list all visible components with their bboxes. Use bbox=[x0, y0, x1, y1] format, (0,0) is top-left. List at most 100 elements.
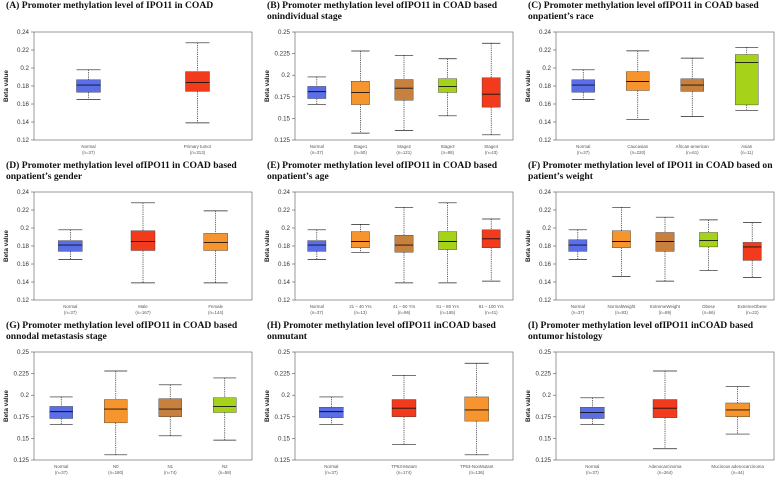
y-tick-label: 0.25 bbox=[278, 29, 291, 36]
boxplot-h: 0.125 0.15 0.175 0.2 0.225 0.25 Beta value Norm… bbox=[264, 349, 514, 475]
y-tick-label: 0.12 bbox=[17, 297, 30, 304]
category-count: (n=96) bbox=[398, 310, 411, 315]
y-tick-label: 0.225 bbox=[275, 371, 291, 378]
y-tick-label: 0.14 bbox=[539, 279, 552, 286]
y-tick-label: 0.2 bbox=[281, 225, 290, 232]
category-label: Normal bbox=[54, 464, 68, 469]
category-label: Normal bbox=[585, 464, 599, 469]
category-count: (n=167) bbox=[135, 310, 151, 315]
y-tick-label: 0.225 bbox=[14, 371, 30, 378]
category-count: (n=88) bbox=[441, 150, 454, 155]
category-count: (n=37) bbox=[577, 150, 590, 155]
category-label: 81 – 100 Yrs bbox=[479, 304, 505, 309]
category-label: Female bbox=[208, 304, 223, 309]
category-label: Normal bbox=[81, 144, 95, 149]
y-tick-label: 0.175 bbox=[14, 414, 30, 421]
iqr-box bbox=[438, 231, 457, 250]
y-tick-label: 0.24 bbox=[17, 29, 30, 36]
y-tick-label: 0.2 bbox=[20, 65, 29, 72]
y-axis-label: Beta value bbox=[525, 70, 532, 102]
y-axis-label: Beta value bbox=[3, 70, 10, 102]
y-tick-label: 0.18 bbox=[278, 243, 291, 250]
chart-title: (G) Promoter methylation level ofIPO11 i… bbox=[6, 320, 238, 342]
y-axis-label: Beta value bbox=[525, 230, 532, 262]
y-tick-label: 0.15 bbox=[278, 435, 291, 442]
category-label: Normal bbox=[576, 144, 590, 149]
y-axis-label: Beta value bbox=[264, 390, 271, 422]
plot-frame bbox=[33, 351, 253, 461]
y-tick-label: 0.24 bbox=[17, 189, 30, 196]
y-tick-label: 0.16 bbox=[539, 261, 552, 268]
category-label: Caucasian bbox=[627, 144, 648, 149]
category-count: (n=83) bbox=[615, 310, 628, 315]
category-count: (n=37) bbox=[325, 470, 338, 475]
y-tick-label: 0.2 bbox=[542, 225, 551, 232]
y-tick-label: 0.18 bbox=[539, 243, 552, 250]
boxplot-c: 0.12 0.14 0.16 0.18 0.2 0.22 0.24 Beta value Nor… bbox=[525, 29, 775, 155]
panel-i: (I) Promoter methylation level ofIPO11 i… bbox=[522, 320, 783, 480]
iqr-box bbox=[699, 232, 718, 248]
category-label: Stage1 bbox=[353, 144, 367, 149]
iqr-box bbox=[571, 79, 595, 93]
y-tick-label: 0.125 bbox=[275, 457, 291, 464]
y-tick-label: 0.25 bbox=[539, 349, 552, 356]
y-tick-label: 0.22 bbox=[539, 207, 552, 214]
panel-h: (H) Promoter methylation level ofIPO11 i… bbox=[261, 320, 522, 480]
category-label: Mucinous adenocarcinoma bbox=[711, 464, 764, 469]
iqr-box bbox=[394, 79, 414, 101]
category-label: N1 bbox=[167, 464, 173, 469]
y-tick-label: 0.2 bbox=[20, 392, 29, 399]
chart-title: (I) Promoter methylation level ofIPO11 i… bbox=[528, 320, 754, 342]
y-tick-label: 0.2 bbox=[281, 392, 290, 399]
chart-title: (F) Promoter methylation level of IPO11 … bbox=[528, 160, 773, 182]
category-label: Normal bbox=[310, 144, 324, 149]
category-count: (n=136) bbox=[469, 470, 485, 475]
y-tick-label: 0.22 bbox=[17, 207, 30, 214]
y-tick-label: 0.18 bbox=[539, 83, 552, 90]
y-tick-label: 0.175 bbox=[275, 414, 291, 421]
category-label: N2 bbox=[222, 464, 228, 469]
y-tick-label: 0.25 bbox=[17, 349, 30, 356]
category-count: (n=264) bbox=[657, 470, 673, 475]
category-count: (n=50) bbox=[354, 150, 367, 155]
category-count: (n=22) bbox=[746, 310, 759, 315]
y-tick-label: 0.16 bbox=[539, 101, 552, 108]
y-tick-label: 0.24 bbox=[278, 189, 291, 196]
category-label: Stage4 bbox=[484, 144, 498, 149]
y-tick-label: 0.175 bbox=[275, 94, 291, 101]
boxplot-i: 0.125 0.15 0.175 0.2 0.225 0.25 Beta value Norm… bbox=[525, 349, 775, 475]
y-tick-label: 0.15 bbox=[17, 435, 30, 442]
y-tick-label: 0.225 bbox=[275, 51, 291, 58]
iqr-box bbox=[612, 230, 631, 248]
y-tick-label: 0.2 bbox=[542, 65, 551, 72]
category-count: (n=37) bbox=[55, 470, 68, 475]
category-count: (n=180) bbox=[108, 470, 124, 475]
y-tick-label: 0.175 bbox=[536, 414, 552, 421]
boxplot-f: 0.12 0.14 0.16 0.18 0.2 0.22 0.24 Beta value Nor… bbox=[525, 189, 775, 315]
y-tick-label: 0.125 bbox=[275, 137, 291, 144]
category-label: 61 – 80 Yrs bbox=[436, 304, 459, 309]
category-label: 21 – 40 Yrs bbox=[349, 304, 372, 309]
category-label: N0 bbox=[113, 464, 119, 469]
y-tick-label: 0.16 bbox=[17, 261, 30, 268]
panel-e: (E) Promoter methylation level ofIPO11 i… bbox=[261, 160, 522, 320]
y-axis-label: Beta value bbox=[3, 230, 10, 262]
plot-frame bbox=[294, 31, 514, 141]
y-tick-label: 0.16 bbox=[17, 101, 30, 108]
category-label: Adenocarcinoma bbox=[649, 464, 683, 469]
y-tick-label: 0.12 bbox=[278, 297, 291, 304]
y-tick-label: 0.15 bbox=[278, 115, 291, 122]
y-tick-label: 0.22 bbox=[278, 207, 291, 214]
y-tick-label: 0.18 bbox=[17, 83, 30, 90]
chart-title: (B) Promoter methylation level ofIPO11 i… bbox=[267, 0, 498, 22]
category-label: Asian bbox=[741, 144, 753, 149]
category-count: (n=66) bbox=[702, 310, 715, 315]
iqr-box bbox=[58, 240, 83, 252]
y-tick-label: 0.225 bbox=[536, 371, 552, 378]
iqr-box bbox=[742, 242, 762, 261]
panel-b: (B) Promoter methylation level ofIPO11 i… bbox=[261, 0, 522, 160]
y-axis-label: Beta value bbox=[264, 70, 271, 102]
category-label: African-american bbox=[676, 144, 710, 149]
panel-g: (G) Promoter methylation level ofIPO11 i… bbox=[0, 320, 261, 480]
panel-a: (A) Promoter methylation level of IPO11 … bbox=[0, 0, 261, 160]
